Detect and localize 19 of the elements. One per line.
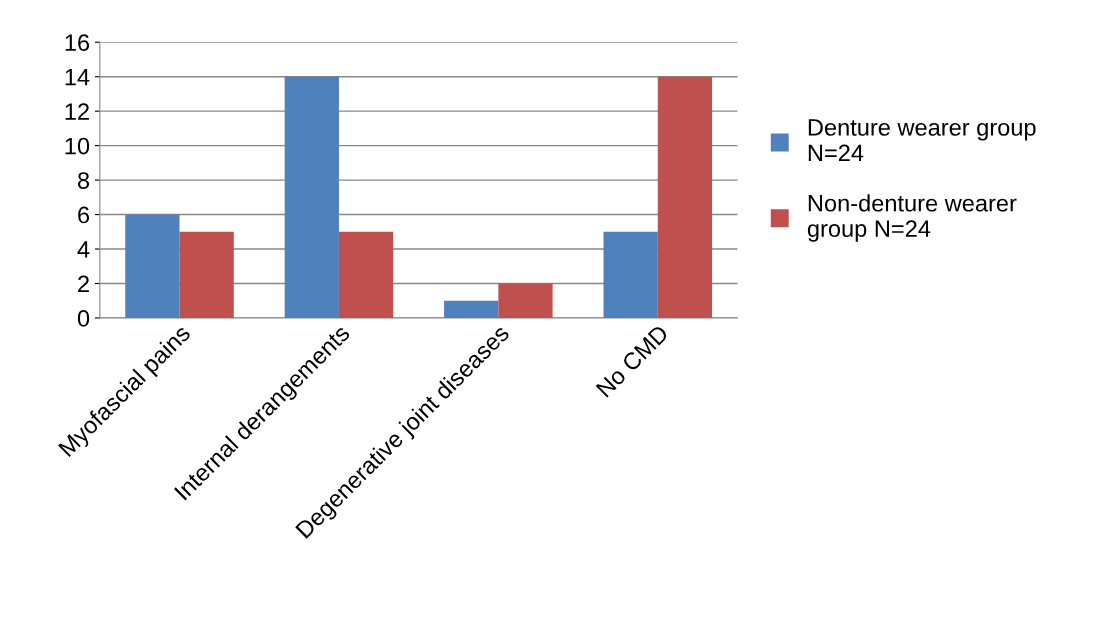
bar [338, 231, 394, 318]
y-tick-label: 2 [78, 275, 89, 293]
bar [498, 283, 553, 318]
y-tick-label: 4 [77, 241, 90, 258]
legend-label: Non-denture wearer group N=24 [807, 194, 1017, 242]
y-tick-label: 10 [65, 137, 90, 155]
bar [284, 76, 339, 318]
legend-label: Denture wearer group N=24 [808, 119, 1036, 162]
bar [657, 76, 713, 318]
y-tick-label: 14 [65, 69, 90, 86]
y-tick-label: 6 [78, 206, 90, 224]
y-tick-label: 8 [77, 172, 90, 189]
bar [179, 231, 234, 318]
y-tick-label: 0 [77, 310, 90, 327]
y-tick-label: 12 [65, 103, 89, 120]
bar [603, 231, 658, 318]
bar [125, 214, 180, 318]
y-tick-label: 16 [65, 34, 90, 52]
bar [444, 300, 499, 318]
